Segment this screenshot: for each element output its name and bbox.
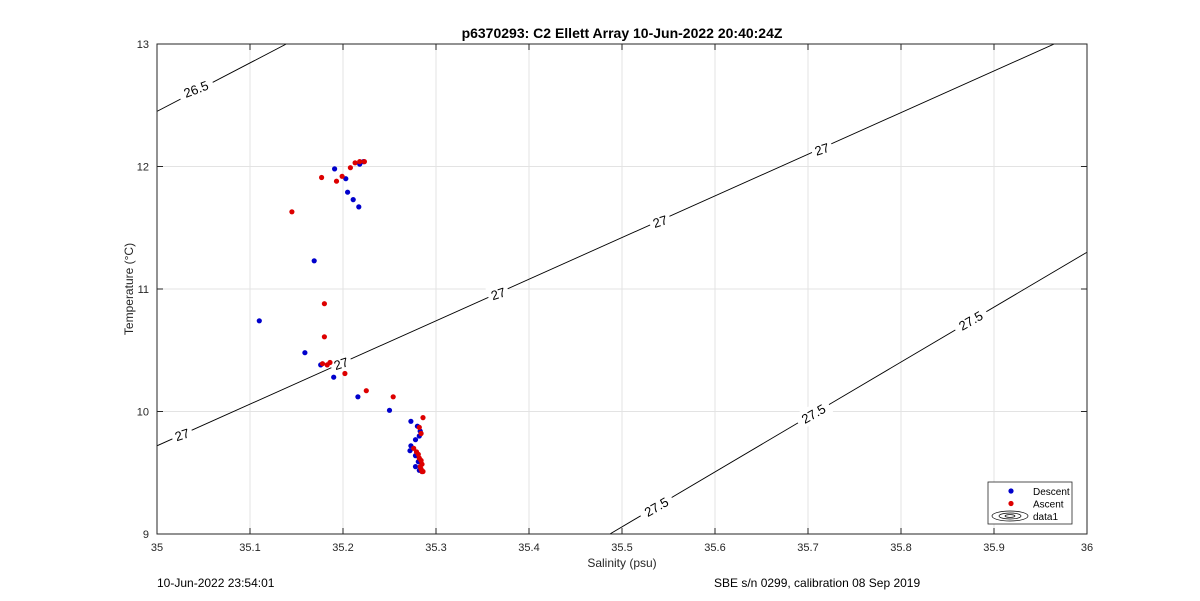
descent-point xyxy=(311,258,317,264)
contour-label-bg xyxy=(809,137,835,161)
contour-label: 26.5 xyxy=(176,74,216,104)
ascent-point xyxy=(416,424,422,430)
x-tick-label: 36 xyxy=(1081,542,1093,554)
contour-label: 27 xyxy=(169,422,195,446)
descent-point xyxy=(302,350,308,356)
descent-point xyxy=(350,197,356,203)
descent-point xyxy=(331,374,337,380)
contour-label-text: 27 xyxy=(489,285,507,304)
x-tick-label: 35.2 xyxy=(332,542,353,554)
ascent-point xyxy=(327,359,333,366)
ascent-point xyxy=(342,370,348,377)
descent-point xyxy=(412,437,419,443)
y-tick-label: 9 xyxy=(143,529,149,541)
contour-label-bg xyxy=(647,209,673,233)
legend-label-descent: Descent xyxy=(1033,487,1070,498)
legend-marker-ascent xyxy=(1008,500,1014,507)
contour-label-bg xyxy=(328,351,354,375)
ascent-point xyxy=(420,415,426,421)
grid-lines xyxy=(157,44,1087,534)
legend-label-data1: data1 xyxy=(1033,512,1058,523)
descent-point xyxy=(356,204,362,210)
contour-label-bg xyxy=(176,74,216,104)
y-tick-label: 10 xyxy=(137,407,149,419)
ascent-point xyxy=(411,445,417,451)
y-tick-label: 13 xyxy=(137,39,149,51)
legend-box xyxy=(987,481,1073,525)
ascent-point xyxy=(289,209,295,215)
footer-calibration: SBE s/n 0299, calibration 08 Sep 2019 xyxy=(714,576,921,590)
ascent-point xyxy=(390,394,396,400)
contour-label-text: 27 xyxy=(173,425,191,444)
contour-label-bg xyxy=(636,490,676,523)
x-tick-label: 35.1 xyxy=(239,542,260,554)
legend-label-ascent: Ascent xyxy=(1033,500,1064,511)
x-tick-label: 35.4 xyxy=(518,542,539,554)
ascent-point xyxy=(319,174,325,181)
ascent-point xyxy=(333,178,340,184)
legend: Descent Ascent data1 xyxy=(987,481,1073,525)
descent-point xyxy=(412,464,419,470)
y-axis-label: Temperature (°C) xyxy=(122,243,136,335)
ascent-point xyxy=(339,173,345,179)
ascent-point xyxy=(319,361,326,367)
x-tick-label: 35.8 xyxy=(890,542,911,554)
contour-label: 27 xyxy=(647,209,673,233)
x-tick-label: 35.5 xyxy=(611,542,632,554)
contour-label-text: 27 xyxy=(813,140,831,159)
density-contour-27 xyxy=(157,44,1056,447)
data-points xyxy=(256,159,426,475)
ascent-point xyxy=(352,160,358,166)
descent-point xyxy=(408,418,414,424)
chart-title: p6370293: C2 Ellett Array 10-Jun-2022 20… xyxy=(462,25,783,41)
y-tick-label: 12 xyxy=(137,162,149,174)
descent-point xyxy=(343,176,349,182)
ascent-point xyxy=(361,159,367,165)
y-tick-label: 11 xyxy=(138,284,149,296)
contour-label-text: 27 xyxy=(332,354,350,373)
descent-point xyxy=(386,407,393,413)
x-tick-label: 35.9 xyxy=(983,542,1004,554)
x-tick-label: 35 xyxy=(151,542,163,554)
x-tick-label: 35.7 xyxy=(797,542,818,554)
density-contour-26.5 xyxy=(157,44,287,112)
x-tick-label: 35.6 xyxy=(704,542,725,554)
x-tick-label: 35.3 xyxy=(425,542,446,554)
axis-ticks: 35 35.1 35.2 35.3 35.4 35.5 35.6 35.7 35.8 35.9 36… xyxy=(137,39,1093,554)
density-contour-27.5 xyxy=(609,251,1087,534)
descent-point xyxy=(345,189,351,195)
ascent-point xyxy=(321,301,327,307)
ascent-point xyxy=(357,159,363,165)
contour-label: 27 xyxy=(328,351,354,375)
x-axis-label: Salinity (psu) xyxy=(587,556,656,570)
density-contours xyxy=(157,44,1087,534)
contour-label-bg xyxy=(793,397,834,430)
legend-contour-icon xyxy=(991,510,1029,522)
ascent-point xyxy=(347,165,353,171)
footer-timestamp: 10-Jun-2022 23:54:01 xyxy=(157,576,275,590)
contour-label-bg xyxy=(169,422,195,446)
contour-label-bg xyxy=(485,282,511,305)
contour-label-text: 27 xyxy=(651,212,669,231)
descent-point xyxy=(332,166,338,172)
ascent-point xyxy=(420,468,426,475)
descent-point xyxy=(407,448,413,454)
ascent-point xyxy=(418,430,424,437)
ascent-point xyxy=(321,334,327,340)
descent-point xyxy=(355,394,361,400)
descent-point xyxy=(256,318,262,324)
contour-label-bg xyxy=(950,304,991,337)
contour-label: 27 xyxy=(809,137,835,161)
legend-marker-descent xyxy=(1008,488,1014,494)
contour-label: 27 xyxy=(485,282,511,305)
ascent-point xyxy=(363,388,369,394)
